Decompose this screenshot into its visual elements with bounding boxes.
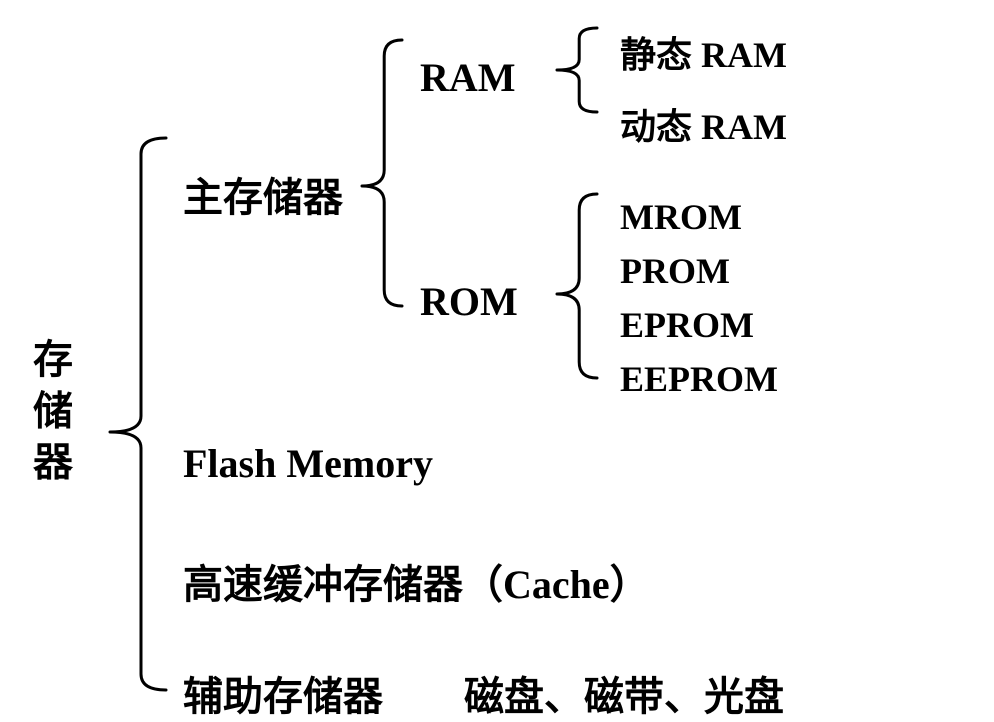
node-dram: 动态 RAM	[620, 98, 787, 150]
node-root: 存储器	[20, 338, 78, 492]
node-eeprom: EEPROM	[620, 358, 778, 400]
brace-main-memory-icon	[360, 38, 404, 308]
node-sram: 静态 RAM	[620, 26, 787, 78]
node-mrom: MROM	[620, 196, 742, 238]
node-main-memory: 主存储器	[183, 165, 343, 223]
node-eprom: EPROM	[620, 304, 754, 346]
node-flash: Flash Memory	[183, 440, 433, 487]
node-prom: PROM	[620, 250, 730, 292]
node-cache: 高速缓冲存储器（Cache）	[183, 552, 650, 610]
brace-ram-icon	[555, 26, 599, 114]
brace-root-icon	[108, 136, 168, 692]
brace-rom-icon	[555, 192, 599, 380]
node-rom: ROM	[420, 278, 518, 325]
node-ram: RAM	[420, 54, 516, 101]
node-aux: 辅助存储器	[183, 664, 383, 722]
node-aux-examples: 磁盘、磁带、光盘	[464, 664, 784, 722]
